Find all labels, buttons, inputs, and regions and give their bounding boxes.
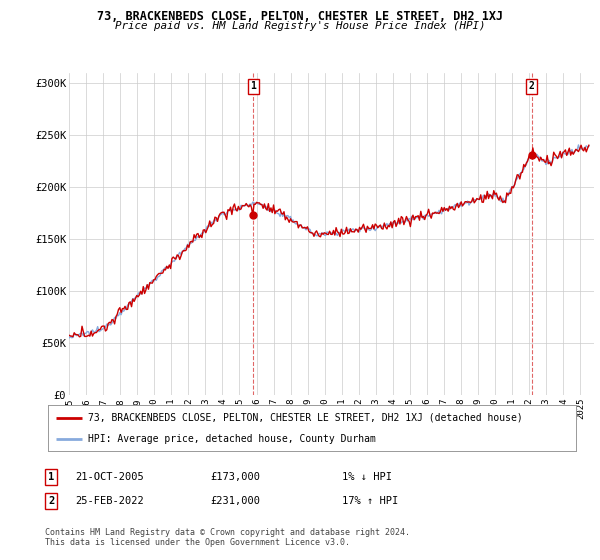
Text: 2: 2 bbox=[529, 81, 535, 91]
Text: 1: 1 bbox=[48, 472, 54, 482]
Text: £173,000: £173,000 bbox=[210, 472, 260, 482]
Text: 2: 2 bbox=[48, 496, 54, 506]
Text: 17% ↑ HPI: 17% ↑ HPI bbox=[342, 496, 398, 506]
Text: £231,000: £231,000 bbox=[210, 496, 260, 506]
Text: 73, BRACKENBEDS CLOSE, PELTON, CHESTER LE STREET, DH2 1XJ: 73, BRACKENBEDS CLOSE, PELTON, CHESTER L… bbox=[97, 10, 503, 23]
Text: Contains HM Land Registry data © Crown copyright and database right 2024.
This d: Contains HM Land Registry data © Crown c… bbox=[45, 528, 410, 547]
Text: 73, BRACKENBEDS CLOSE, PELTON, CHESTER LE STREET, DH2 1XJ (detached house): 73, BRACKENBEDS CLOSE, PELTON, CHESTER L… bbox=[88, 413, 523, 423]
Text: 21-OCT-2005: 21-OCT-2005 bbox=[75, 472, 144, 482]
Text: 1% ↓ HPI: 1% ↓ HPI bbox=[342, 472, 392, 482]
Text: HPI: Average price, detached house, County Durham: HPI: Average price, detached house, Coun… bbox=[88, 435, 376, 444]
Text: 1: 1 bbox=[250, 81, 256, 91]
Text: Price paid vs. HM Land Registry's House Price Index (HPI): Price paid vs. HM Land Registry's House … bbox=[115, 21, 485, 31]
Text: 25-FEB-2022: 25-FEB-2022 bbox=[75, 496, 144, 506]
